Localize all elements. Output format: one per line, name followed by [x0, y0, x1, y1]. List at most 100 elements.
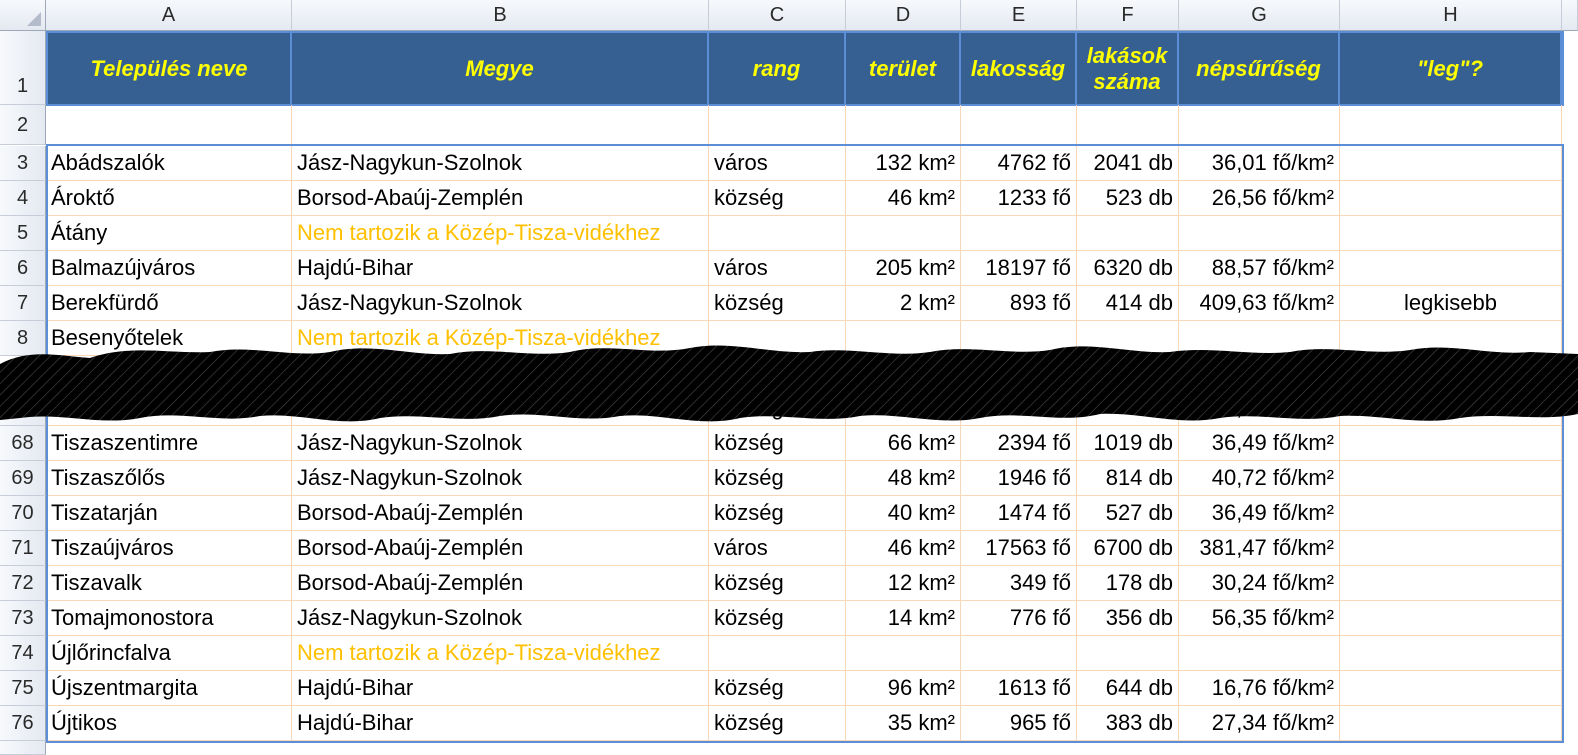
- cell-leg[interactable]: [1340, 601, 1562, 636]
- row-header[interactable]: 74: [0, 636, 46, 671]
- cell-area[interactable]: 35 km²: [846, 706, 961, 741]
- cell-rank[interactable]: [709, 636, 846, 671]
- cell-pop[interactable]: 1613 fő: [961, 671, 1077, 706]
- cell-leg[interactable]: [1340, 216, 1562, 251]
- cell-name[interactable]: Tiszatarján: [46, 496, 292, 531]
- cell-name[interactable]: Ároktő: [46, 181, 292, 216]
- cell-pop[interactable]: [961, 636, 1077, 671]
- row-header[interactable]: 7: [0, 286, 46, 321]
- cell-county[interactable]: Borsod-Abaúj-Zemplén: [292, 496, 709, 531]
- cell-flats[interactable]: 414 db: [1077, 286, 1179, 321]
- cell-rank[interactable]: község: [709, 286, 846, 321]
- cell-area[interactable]: 40 km²: [846, 496, 961, 531]
- cell-flats[interactable]: 383 db: [1077, 706, 1179, 741]
- column-header-c[interactable]: C: [709, 0, 846, 31]
- cell-rank[interactable]: község: [709, 391, 846, 426]
- cell-rank[interactable]: község: [709, 496, 846, 531]
- cell-area[interactable]: [846, 216, 961, 251]
- cell-density[interactable]: 381,47 fő/km²: [1179, 531, 1340, 566]
- cell-name[interactable]: Besenyőtelek: [46, 321, 292, 356]
- row-header[interactable]: 72: [0, 566, 46, 601]
- cell-area[interactable]: 132 km²: [846, 146, 961, 181]
- cell-leg[interactable]: [1340, 566, 1562, 601]
- cell-area[interactable]: 205 km²: [846, 251, 961, 286]
- cell[interactable]: [846, 105, 961, 145]
- row-header[interactable]: 68: [0, 426, 46, 461]
- row-header[interactable]: 1: [0, 31, 46, 105]
- cell-county[interactable]: [292, 391, 709, 426]
- cell-leg[interactable]: [1340, 251, 1562, 286]
- row-header[interactable]: 8: [0, 321, 46, 356]
- row-header[interactable]: 5: [0, 216, 46, 251]
- row-header[interactable]: [0, 741, 46, 755]
- cell[interactable]: [961, 105, 1077, 145]
- column-header-h[interactable]: H: [1340, 0, 1562, 31]
- cell-flats[interactable]: 6700 db: [1077, 531, 1179, 566]
- cell-density[interactable]: 40,72 fő/km²: [1179, 461, 1340, 496]
- column-header-i[interactable]: [1562, 0, 1578, 31]
- cell-leg[interactable]: [1340, 391, 1562, 426]
- cell-density[interactable]: [1179, 216, 1340, 251]
- cell-name[interactable]: Újlőrincfalva: [46, 636, 292, 671]
- cell-name[interactable]: Tiszavalk: [46, 566, 292, 601]
- cell-county[interactable]: Hajdú-Bihar: [292, 251, 709, 286]
- cell-density[interactable]: [1179, 321, 1340, 356]
- cell-pop[interactable]: 893 fő: [961, 286, 1077, 321]
- cell-county[interactable]: Borsod-Abaúj-Zemplén: [292, 181, 709, 216]
- cell-density[interactable]: 88,57 fő/km²: [1179, 251, 1340, 286]
- cell-leg[interactable]: [1340, 636, 1562, 671]
- row-header[interactable]: 71: [0, 531, 46, 566]
- cell-leg[interactable]: [1340, 426, 1562, 461]
- cell-area[interactable]: 96 km²: [846, 671, 961, 706]
- cell-leg[interactable]: [1340, 146, 1562, 181]
- cell[interactable]: [1077, 105, 1179, 145]
- cell-name[interactable]: Újtikos: [46, 706, 292, 741]
- cell-county[interactable]: Jász-Nagykun-Szolnok: [292, 601, 709, 636]
- cell-pop[interactable]: 1946 fő: [961, 461, 1077, 496]
- cell-name[interactable]: Tiszaszentimre: [46, 426, 292, 461]
- row-header[interactable]: 2: [0, 105, 46, 145]
- column-header-b[interactable]: B: [292, 0, 709, 31]
- cell-name[interactable]: Tomajmonostora: [46, 601, 292, 636]
- cell-flats[interactable]: [1077, 216, 1179, 251]
- row-header[interactable]: 67: [0, 391, 46, 426]
- cell-county[interactable]: Jász-Nagykun-Szolnok: [292, 146, 709, 181]
- cell-pop[interactable]: 18197 fő: [961, 251, 1077, 286]
- cell-rank[interactable]: város: [709, 146, 846, 181]
- cell-rank[interactable]: község: [709, 461, 846, 496]
- cell-county[interactable]: Hajdú-Bihar: [292, 706, 709, 741]
- cell-rank[interactable]: község: [709, 426, 846, 461]
- column-header-f[interactable]: F: [1077, 0, 1179, 31]
- cell-flats[interactable]: 356 db: [1077, 601, 1179, 636]
- cell-density[interactable]: 36,49 fő/km²: [1179, 426, 1340, 461]
- cell-flats[interactable]: 527 db: [1077, 496, 1179, 531]
- cell-density[interactable]: 27,34 fő/km²: [1179, 706, 1340, 741]
- cell-density[interactable]: 409,63 fő/km²: [1179, 286, 1340, 321]
- cell-rank[interactable]: község: [709, 601, 846, 636]
- cell-area[interactable]: 48 km²: [846, 461, 961, 496]
- cell-county[interactable]: Jász-Nagykun-Szolnok: [292, 426, 709, 461]
- cell-flats[interactable]: 793: [1077, 391, 1179, 426]
- row-header[interactable]: 3: [0, 146, 46, 181]
- cell-rank[interactable]: város: [709, 251, 846, 286]
- cell-county[interactable]: Nem tartozik a Közép-Tisza-vidékhez: [292, 321, 709, 356]
- cell-pop[interactable]: 4762 fő: [961, 146, 1077, 181]
- cell-pop[interactable]: 2394 fő: [961, 426, 1077, 461]
- cell-name[interactable]: Tiszaszőlős: [46, 461, 292, 496]
- cell-name[interactable]: [46, 391, 292, 426]
- cell-flats[interactable]: [1077, 321, 1179, 356]
- column-header-e[interactable]: E: [961, 0, 1077, 31]
- cell-rank[interactable]: község: [709, 671, 846, 706]
- cell-area[interactable]: 46 km²: [846, 531, 961, 566]
- column-header-a[interactable]: A: [46, 0, 292, 31]
- cell-flats[interactable]: 644 db: [1077, 671, 1179, 706]
- row-header[interactable]: 70: [0, 496, 46, 531]
- cell-pop[interactable]: [961, 321, 1077, 356]
- cell-leg[interactable]: [1340, 181, 1562, 216]
- cell-rank[interactable]: [709, 321, 846, 356]
- row-header[interactable]: 76: [0, 706, 46, 741]
- cell-area[interactable]: [846, 391, 961, 426]
- row-header[interactable]: 4: [0, 181, 46, 216]
- cell-name[interactable]: Balmazújváros: [46, 251, 292, 286]
